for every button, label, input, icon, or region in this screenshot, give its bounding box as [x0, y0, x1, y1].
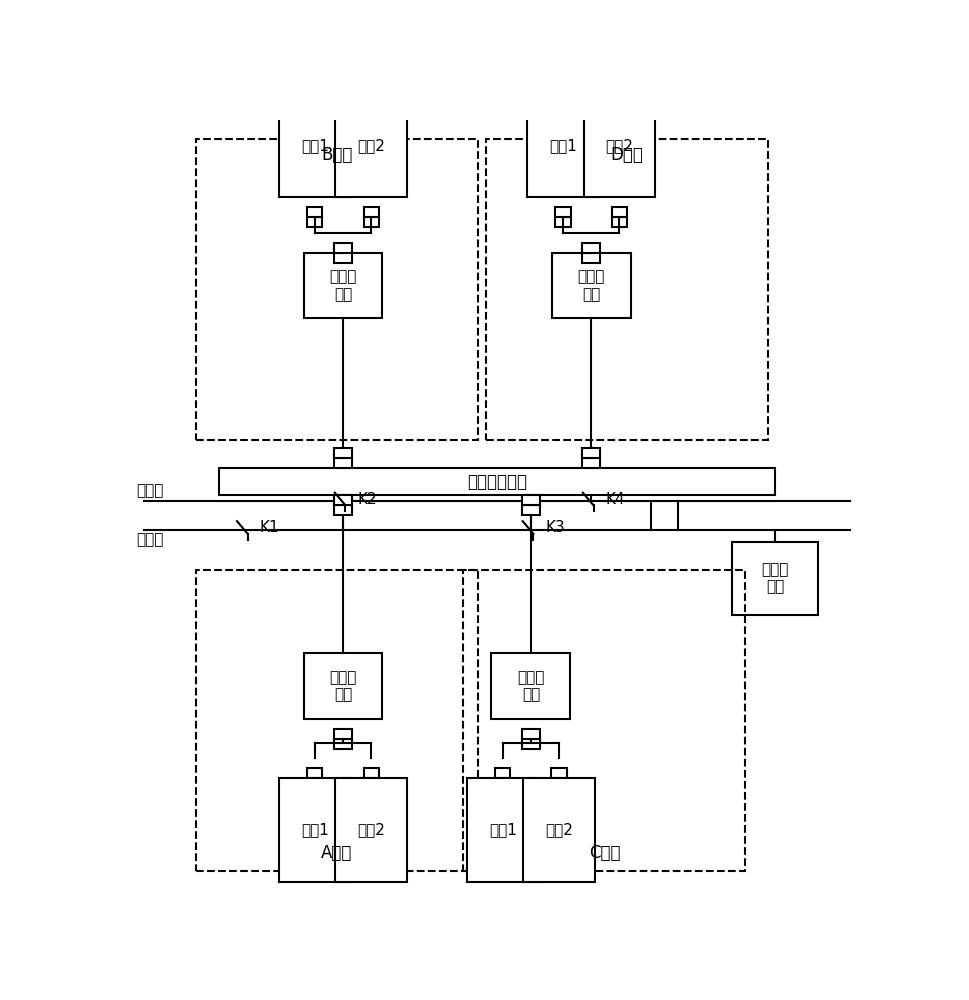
Text: K1: K1 [260, 520, 279, 535]
Bar [467, 778, 538, 882]
Text: A机组: A机组 [321, 844, 353, 862]
Bar [333, 448, 352, 458]
Text: 电池1: 电池1 [300, 138, 328, 153]
Bar [494, 768, 510, 778]
Bar [219, 468, 774, 495]
Bar [307, 217, 322, 227]
Text: D机组: D机组 [610, 146, 642, 164]
Bar [307, 207, 322, 217]
Bar [554, 207, 570, 217]
Bar [521, 739, 540, 749]
Text: 充放电
设备: 充放电 设备 [516, 670, 544, 702]
Bar [611, 217, 626, 227]
Text: 电池1: 电池1 [488, 822, 516, 837]
Bar [363, 768, 379, 778]
Bar [581, 448, 600, 458]
Bar [279, 93, 350, 197]
Bar [485, 139, 766, 440]
Text: C机组: C机组 [588, 844, 620, 862]
Text: 电池1: 电池1 [300, 822, 328, 837]
Bar [521, 495, 540, 505]
Bar [611, 207, 626, 217]
Bar [307, 778, 322, 788]
Text: 电池2: 电池2 [545, 822, 573, 837]
Bar [196, 139, 478, 440]
Bar [551, 768, 566, 778]
Text: 充放电
设备: 充放电 设备 [329, 269, 357, 302]
Bar [581, 253, 600, 263]
Bar [363, 207, 379, 217]
Text: 负载端
设备: 负载端 设备 [761, 562, 788, 594]
Bar [521, 505, 540, 515]
Bar [333, 495, 352, 505]
Bar [333, 505, 352, 515]
Bar [333, 243, 352, 253]
Bar [551, 778, 566, 788]
Text: 电池2: 电池2 [357, 138, 385, 153]
Bar [554, 217, 570, 227]
Bar [307, 768, 322, 778]
Bar [581, 458, 600, 468]
Bar [463, 570, 744, 871]
Bar [196, 570, 478, 871]
Bar [363, 217, 379, 227]
Text: 充放电
设备: 充放电 设备 [577, 269, 604, 302]
Bar [303, 653, 382, 719]
Bar [521, 729, 540, 739]
Bar [551, 253, 630, 318]
Bar [333, 253, 352, 263]
Bar [527, 93, 598, 197]
Text: 母线正: 母线正 [136, 484, 164, 499]
Bar [333, 458, 352, 468]
Text: 机组切换单元: 机组切换单元 [467, 473, 526, 491]
Bar [335, 778, 406, 882]
Bar [333, 729, 352, 739]
Text: 电池2: 电池2 [605, 138, 633, 153]
Text: K2: K2 [357, 492, 377, 507]
Bar [335, 93, 406, 197]
Bar [303, 253, 382, 318]
Bar [279, 778, 350, 882]
Bar [491, 653, 570, 719]
Bar [363, 778, 379, 788]
Bar [333, 739, 352, 749]
Bar [583, 93, 654, 197]
Text: 电池2: 电池2 [357, 822, 385, 837]
Bar [523, 778, 594, 882]
Text: K4: K4 [605, 492, 624, 507]
Text: K3: K3 [545, 520, 564, 535]
Bar [581, 243, 600, 253]
Bar [494, 778, 510, 788]
Text: 充放电
设备: 充放电 设备 [329, 670, 357, 702]
Text: B机组: B机组 [321, 146, 353, 164]
Text: 电池1: 电池1 [548, 138, 577, 153]
Bar [732, 542, 818, 615]
Text: 母线负: 母线负 [136, 532, 164, 547]
